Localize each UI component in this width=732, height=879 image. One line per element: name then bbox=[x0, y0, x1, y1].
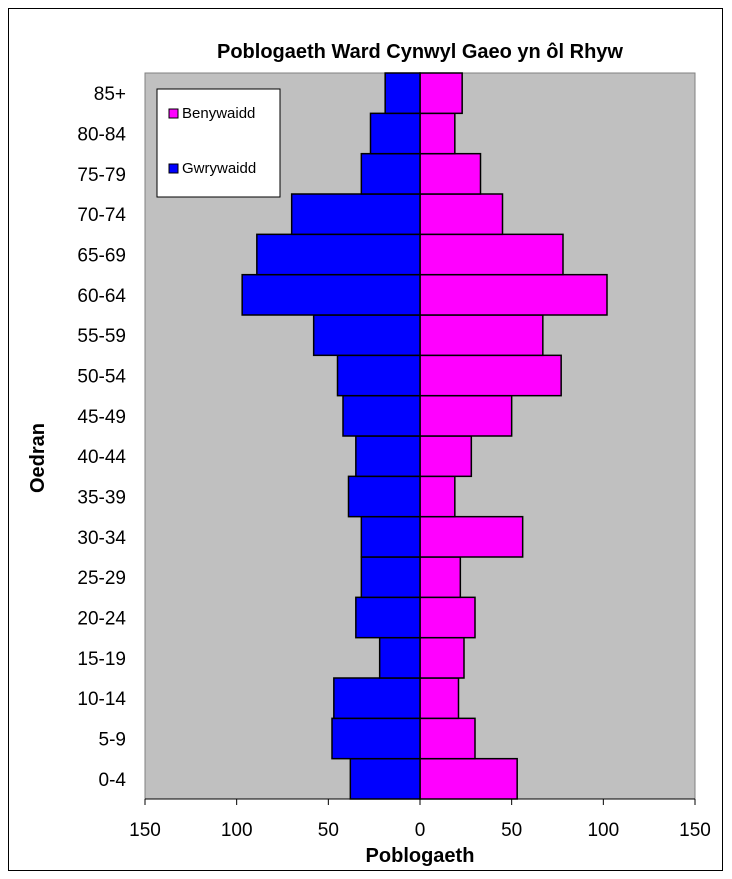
bar-benywaidd-60-64 bbox=[419, 273, 608, 316]
bar-gwrywaidd-55-59 bbox=[312, 314, 421, 357]
legend-swatch-benywaidd bbox=[168, 108, 179, 119]
x-tick-label: 50 bbox=[318, 820, 339, 841]
y-tick-label: 85+ bbox=[94, 84, 126, 105]
bar-gwrywaidd-65-69 bbox=[256, 233, 421, 276]
bar-gwrywaidd-50-54 bbox=[336, 354, 421, 397]
x-tick-label: 0 bbox=[415, 820, 426, 841]
bar-benywaidd-45-49 bbox=[419, 394, 513, 437]
y-tick-label: 0-4 bbox=[99, 770, 127, 791]
chart-title: Poblogaeth Ward Cynwyl Gaeo yn ôl Rhyw bbox=[217, 41, 623, 63]
legend-label-gwrywaidd: Gwrywaidd bbox=[182, 160, 256, 177]
y-tick-label: 60-64 bbox=[77, 286, 126, 307]
y-tick-label: 70-74 bbox=[77, 205, 126, 226]
y-tick-labels: 0-4 5-9 10-14 15-19 20-24 25-29 30-34 35-39 40-4… bbox=[77, 84, 126, 791]
bar-benywaidd-50-54 bbox=[419, 354, 562, 397]
bar-gwrywaidd-15-19 bbox=[378, 636, 421, 679]
bar-gwrywaidd-5-9 bbox=[331, 717, 421, 760]
x-tick-label: 100 bbox=[587, 820, 619, 841]
y-tick-label: 50-54 bbox=[77, 367, 126, 388]
bar-benywaidd-15-19 bbox=[419, 636, 465, 679]
bar-gwrywaidd-40-44 bbox=[355, 435, 421, 478]
bar-gwrywaidd-10-14 bbox=[333, 677, 421, 720]
y-tick-label: 40-44 bbox=[77, 447, 126, 468]
legend-box bbox=[156, 88, 281, 198]
x-tick-label: 50 bbox=[501, 820, 522, 841]
bar-benywaidd-85+ bbox=[419, 72, 463, 115]
bar-gwrywaidd-45-49 bbox=[342, 394, 421, 437]
y-tick-label: 65-69 bbox=[77, 246, 126, 267]
bar-gwrywaidd-0-4 bbox=[349, 757, 421, 800]
y-tick-label: 55-59 bbox=[77, 326, 126, 347]
bar-gwrywaidd-70-74 bbox=[290, 193, 421, 236]
bar-benywaidd-65-69 bbox=[419, 233, 564, 276]
y-tick-label: 15-19 bbox=[77, 649, 126, 670]
bar-benywaidd-30-34 bbox=[419, 515, 524, 558]
x-tick-label: 150 bbox=[679, 820, 711, 841]
y-tick-label: 45-49 bbox=[77, 407, 126, 428]
y-tick-label: 25-29 bbox=[77, 568, 126, 589]
bar-benywaidd-80-84 bbox=[419, 112, 456, 155]
bar-gwrywaidd-75-79 bbox=[360, 152, 421, 195]
bar-benywaidd-70-74 bbox=[419, 193, 504, 236]
bar-benywaidd-10-14 bbox=[419, 677, 460, 720]
bar-benywaidd-25-29 bbox=[419, 556, 462, 599]
y-tick-label: 75-79 bbox=[77, 165, 126, 186]
y-tick-label: 30-34 bbox=[77, 528, 126, 549]
bar-gwrywaidd-85+ bbox=[384, 72, 421, 115]
y-tick-label: 80-84 bbox=[77, 125, 126, 146]
bar-benywaidd-75-79 bbox=[419, 152, 482, 195]
bar-gwrywaidd-80-84 bbox=[369, 112, 421, 155]
y-axis-label: Oedran bbox=[27, 423, 49, 493]
bar-gwrywaidd-60-64 bbox=[241, 273, 421, 316]
y-tick-label: 20-24 bbox=[77, 609, 126, 630]
y-tick-label: 35-39 bbox=[77, 488, 126, 509]
bar-benywaidd-55-59 bbox=[419, 314, 544, 357]
bar-gwrywaidd-30-34 bbox=[360, 515, 421, 558]
legend-label-benywaidd: Benywaidd bbox=[182, 105, 255, 122]
bar-gwrywaidd-35-39 bbox=[347, 475, 421, 518]
x-axis-label: Poblogaeth bbox=[366, 845, 475, 867]
bar-benywaidd-20-24 bbox=[419, 596, 476, 639]
y-tick-label: 5-9 bbox=[99, 730, 126, 751]
x-tick-label: 150 bbox=[129, 820, 161, 841]
x-tick-label: 100 bbox=[221, 820, 253, 841]
legend: Benywaidd Gwrywaidd bbox=[156, 88, 281, 198]
bar-gwrywaidd-20-24 bbox=[355, 596, 421, 639]
bar-benywaidd-35-39 bbox=[419, 475, 456, 518]
y-tick-label: 10-14 bbox=[77, 689, 126, 710]
axes-group bbox=[144, 72, 696, 805]
x-tick-labels: 150 100 50 0 50 100 150 bbox=[129, 820, 711, 841]
bar-gwrywaidd-25-29 bbox=[360, 556, 421, 599]
legend-swatch-gwrywaidd bbox=[168, 163, 179, 174]
bar-benywaidd-0-4 bbox=[419, 757, 518, 800]
bar-benywaidd-40-44 bbox=[419, 435, 473, 478]
bar-benywaidd-5-9 bbox=[419, 717, 476, 760]
